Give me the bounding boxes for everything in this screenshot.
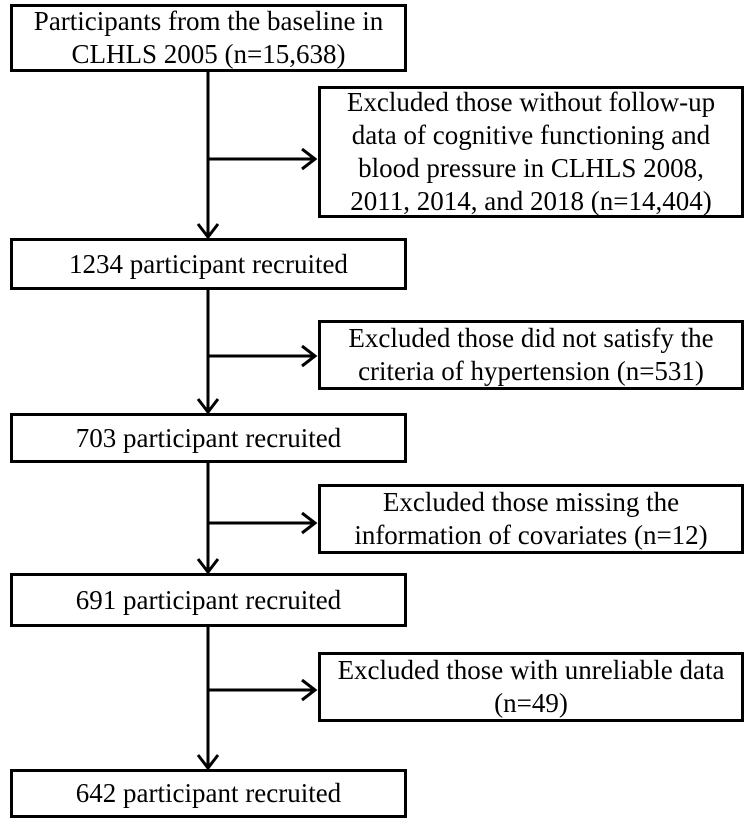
box-exclusion-no-followup: Excluded those without follow-up data of… bbox=[318, 86, 744, 218]
box-recruited-703-label: 703 participant recruited bbox=[75, 422, 342, 453]
box-exclusion-missing-covariates-label: Excluded those missing the information o… bbox=[354, 487, 708, 550]
box-exclusion-unreliable-data: Excluded those with unreliable data (n=4… bbox=[318, 652, 744, 722]
box-recruited-642: 642 participant recruited bbox=[10, 769, 407, 818]
box-exclusion-unreliable-data-label: Excluded those with unreliable data (n=4… bbox=[337, 655, 725, 718]
box-recruited-691-label: 691 participant recruited bbox=[75, 584, 342, 615]
box-baseline-participants: Participants from the baseline in CLHLS … bbox=[10, 4, 407, 72]
box-recruited-642-label: 642 participant recruited bbox=[75, 778, 342, 808]
box-baseline-participants-label: Participants from the baseline in CLHLS … bbox=[33, 6, 384, 69]
box-exclusion-hypertension-criteria-label: Excluded those did not satisfy the crite… bbox=[348, 323, 714, 386]
box-recruited-1234: 1234 participant recruited bbox=[10, 238, 407, 290]
box-exclusion-hypertension-criteria: Excluded those did not satisfy the crite… bbox=[318, 320, 744, 390]
box-recruited-1234-label: 1234 participant recruited bbox=[69, 248, 348, 279]
box-exclusion-missing-covariates: Excluded those missing the information o… bbox=[318, 484, 744, 554]
box-recruited-691: 691 participant recruited bbox=[10, 573, 407, 627]
box-recruited-703: 703 participant recruited bbox=[10, 413, 407, 463]
box-exclusion-no-followup-label: Excluded those without follow-up data of… bbox=[346, 87, 716, 216]
